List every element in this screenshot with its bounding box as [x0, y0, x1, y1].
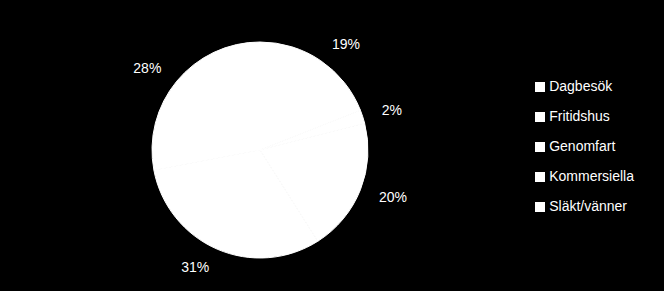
html-text:Dagbesök: Dagbesök [549, 77, 613, 94]
html-text:Genomfart: Genomfart [549, 137, 616, 154]
svg-text:28%: 28% [133, 60, 161, 76]
html-text:Kommersiella: Kommersiella [549, 167, 634, 184]
svg-text:31%: 31% [181, 259, 209, 275]
html-text:Fritidshus: Fritidshus [549, 107, 610, 124]
svg-text:2%: 2% [382, 102, 402, 118]
svg-text:19%: 19% [332, 36, 360, 52]
svg-text:20%: 20% [379, 189, 407, 205]
html-text:Släkt/vänner: Släkt/vänner [549, 197, 627, 214]
